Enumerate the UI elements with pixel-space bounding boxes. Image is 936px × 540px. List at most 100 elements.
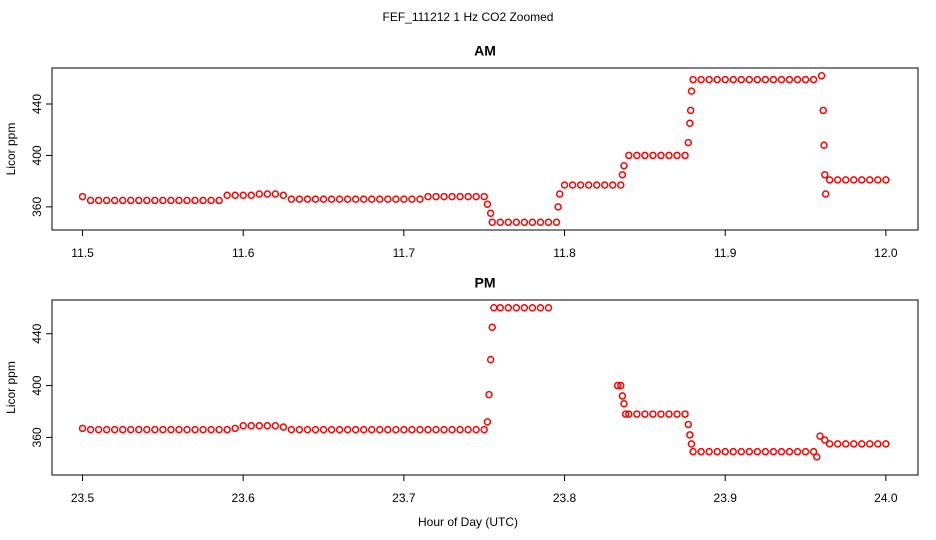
data-point xyxy=(686,431,694,439)
panel-title: PM xyxy=(475,275,496,291)
data-point xyxy=(279,191,288,200)
data-point xyxy=(600,181,609,189)
data-point xyxy=(649,410,657,418)
data-point xyxy=(448,425,456,434)
data-point xyxy=(327,195,336,203)
data-point xyxy=(351,425,360,434)
data-point xyxy=(737,75,746,84)
x-tick-label: 23.9 xyxy=(714,491,738,505)
data-point xyxy=(199,425,207,434)
x-tick-label: 23.5 xyxy=(71,491,95,505)
data-point xyxy=(247,191,255,200)
data-point xyxy=(247,421,255,430)
data-point xyxy=(576,181,585,189)
data-point xyxy=(649,151,657,160)
data-point xyxy=(255,190,264,198)
data-point xyxy=(729,447,737,456)
data-point xyxy=(351,195,360,203)
data-point xyxy=(183,425,191,434)
data-point xyxy=(263,421,272,430)
data-point xyxy=(126,425,135,434)
data-point xyxy=(584,181,593,189)
data-point xyxy=(684,138,692,147)
data-point xyxy=(617,381,625,390)
data-point xyxy=(729,75,737,84)
panel-title: AM xyxy=(474,43,496,59)
data-point xyxy=(777,75,786,84)
data-point xyxy=(239,191,247,200)
data-point xyxy=(496,218,505,227)
data-point xyxy=(684,420,692,429)
data-point xyxy=(464,425,472,434)
data-point xyxy=(713,75,721,84)
data-point xyxy=(833,440,842,448)
x-tick-label: 24.0 xyxy=(874,491,898,505)
data-point xyxy=(311,425,320,434)
data-point xyxy=(841,440,850,448)
data-point xyxy=(384,425,392,434)
data-point xyxy=(472,425,480,434)
data-point xyxy=(536,304,545,312)
data-point xyxy=(110,196,119,205)
data-point xyxy=(263,190,272,198)
data-point xyxy=(753,447,762,456)
data-point xyxy=(809,447,818,456)
data-point xyxy=(825,176,834,184)
data-point xyxy=(745,75,754,84)
data-point xyxy=(488,218,496,227)
data-point xyxy=(376,195,384,203)
data-point xyxy=(621,410,630,418)
x-tick-label: 23.7 xyxy=(392,491,416,505)
x-tick-label: 11.7 xyxy=(393,246,416,260)
data-point xyxy=(223,425,231,434)
y-tick-label: 440 xyxy=(30,323,44,343)
data-point xyxy=(319,425,328,434)
data-point xyxy=(490,304,498,312)
data-point xyxy=(618,170,627,179)
data-point xyxy=(745,447,754,456)
data-point xyxy=(686,119,694,128)
data-point xyxy=(416,195,424,203)
data-point xyxy=(866,176,874,184)
y-tick-label: 360 xyxy=(30,427,44,447)
data-point xyxy=(486,209,495,218)
data-point xyxy=(858,176,866,184)
data-point xyxy=(480,425,488,434)
x-axis-label: Hour of Day (UTC) xyxy=(418,515,518,529)
data-point xyxy=(135,196,143,205)
data-point xyxy=(343,425,352,434)
data-point xyxy=(118,425,127,434)
data-point xyxy=(689,447,697,456)
data-point xyxy=(367,195,376,203)
data-point xyxy=(456,192,464,201)
data-point xyxy=(440,192,448,201)
data-point xyxy=(86,196,95,205)
data-point xyxy=(175,425,183,434)
data-point xyxy=(231,191,239,200)
data-point xyxy=(721,75,729,84)
data-point xyxy=(568,181,577,189)
x-tick-label: 11.5 xyxy=(71,246,94,260)
data-point xyxy=(882,440,890,448)
data-point xyxy=(819,106,827,115)
data-point xyxy=(874,440,882,448)
data-point xyxy=(686,106,695,115)
data-point xyxy=(592,181,601,189)
data-point xyxy=(753,75,762,84)
data-point xyxy=(384,195,392,203)
data-point xyxy=(440,425,448,434)
data-point xyxy=(665,151,673,160)
data-point xyxy=(713,447,721,456)
data-point xyxy=(528,304,537,312)
plot-frame xyxy=(51,67,919,231)
data-point xyxy=(175,196,183,205)
data-point xyxy=(705,75,713,84)
data-point xyxy=(392,195,400,203)
data-point xyxy=(504,304,513,312)
data-point xyxy=(801,447,810,456)
data-point xyxy=(618,392,627,400)
data-point xyxy=(327,425,336,434)
data-point xyxy=(400,195,408,203)
data-point xyxy=(86,425,95,434)
